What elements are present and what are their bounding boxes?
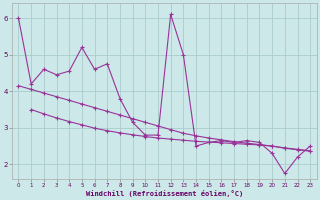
X-axis label: Windchill (Refroidissement éolien,°C): Windchill (Refroidissement éolien,°C) [86,190,243,197]
